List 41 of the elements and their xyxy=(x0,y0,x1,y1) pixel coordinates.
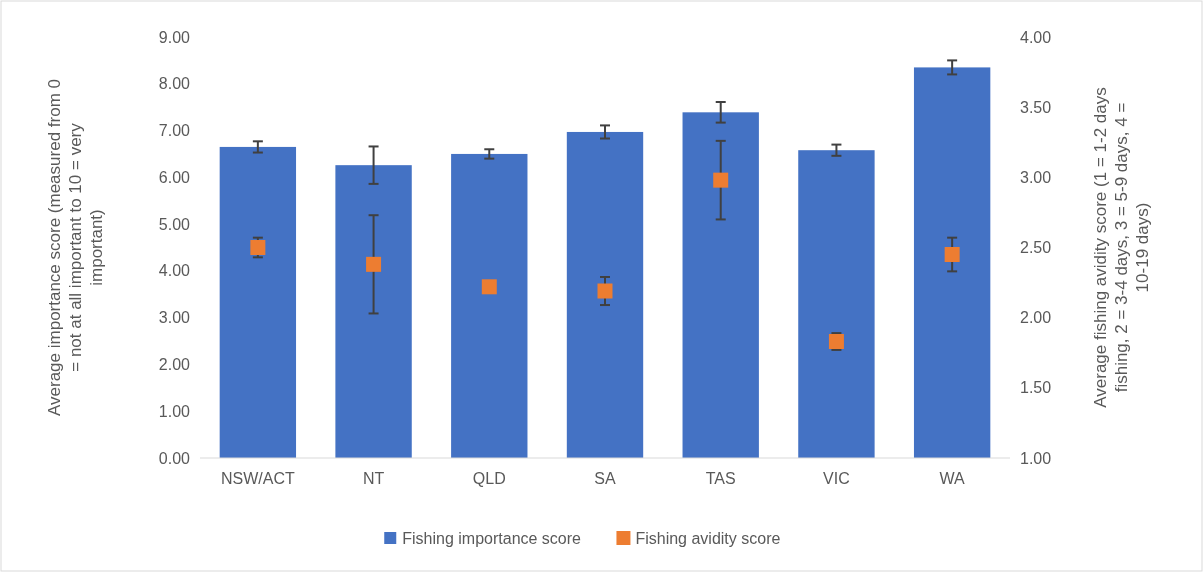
point xyxy=(366,256,382,272)
y-tick-label: 7.00 xyxy=(158,122,191,140)
x-tick-label: NSW/ACT xyxy=(220,470,295,487)
point xyxy=(250,240,266,255)
x-tick-label: QLD xyxy=(472,470,506,487)
point xyxy=(713,172,729,188)
point xyxy=(944,247,960,263)
y-tick-label: 3.00 xyxy=(158,309,191,327)
x-tick-label: WA xyxy=(939,470,966,487)
bar xyxy=(913,67,991,458)
y2-tick-label: 1.50 xyxy=(1020,379,1052,397)
legend-label: Fishing avidity score xyxy=(635,529,781,547)
y2-tick-label: 3.00 xyxy=(1020,168,1052,186)
y2-tick-label: 2.50 xyxy=(1020,239,1052,257)
y2-tick-label: 3.50 xyxy=(1020,98,1052,116)
y2-tick-label: 4.00 xyxy=(1020,28,1052,46)
y-tick-label: 0.00 xyxy=(158,449,191,467)
bar xyxy=(335,165,412,458)
legend-label: Fishing importance score xyxy=(402,529,582,547)
bar xyxy=(682,112,759,458)
y-tick-label: 6.00 xyxy=(158,168,191,186)
point xyxy=(597,283,613,299)
x-tick-label: VIC xyxy=(823,470,850,487)
x-tick-label: SA xyxy=(594,470,616,487)
y-tick-label: 9.00 xyxy=(158,28,191,46)
y2-axis-title: Average fishing avidity score (1 = 1-2 days fishing, 2 = 3-4 days, 3 = 5-9 days, 4 = 10-19 days) xyxy=(1091,87,1152,408)
bar xyxy=(566,131,644,458)
y-tick-label: 8.00 xyxy=(158,75,191,93)
y2-tick-label: 2.00 xyxy=(1020,309,1052,327)
bar xyxy=(451,153,528,458)
y-tick-label: 2.00 xyxy=(158,356,191,374)
y-tick-label: 4.00 xyxy=(158,262,191,280)
bar xyxy=(219,146,297,458)
y-tick-label: 1.00 xyxy=(158,402,191,420)
point xyxy=(481,279,497,295)
x-tick-label: NT xyxy=(362,470,385,487)
y-axis-title: Average importance score (measured from 0 = not at all important to 10 = very important) xyxy=(45,78,106,417)
y-tick-label: 5.00 xyxy=(158,215,191,233)
y2-tick-label: 1.00 xyxy=(1020,449,1052,467)
bar xyxy=(798,150,875,458)
x-tick-label: TAS xyxy=(705,470,736,487)
